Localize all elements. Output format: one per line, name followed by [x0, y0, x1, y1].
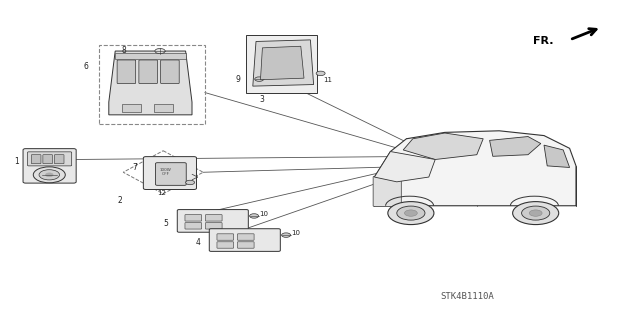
Text: FR.: FR. — [533, 36, 554, 47]
Bar — [99, 45, 205, 124]
Text: 2: 2 — [118, 196, 122, 205]
Circle shape — [404, 210, 417, 216]
Text: 5: 5 — [163, 219, 168, 228]
Polygon shape — [253, 40, 314, 86]
Circle shape — [529, 210, 542, 216]
Circle shape — [155, 48, 165, 54]
FancyBboxPatch shape — [117, 60, 136, 84]
Text: 3: 3 — [259, 95, 264, 104]
FancyBboxPatch shape — [373, 176, 401, 206]
FancyBboxPatch shape — [143, 157, 196, 189]
Polygon shape — [260, 46, 304, 80]
Polygon shape — [544, 145, 570, 167]
Text: 10: 10 — [259, 211, 268, 217]
Polygon shape — [374, 152, 435, 182]
Text: 12: 12 — [157, 190, 166, 196]
Polygon shape — [403, 133, 483, 160]
FancyBboxPatch shape — [237, 234, 254, 240]
FancyBboxPatch shape — [28, 152, 72, 166]
Circle shape — [250, 214, 259, 218]
FancyBboxPatch shape — [156, 163, 186, 185]
FancyBboxPatch shape — [237, 242, 254, 248]
Text: 9: 9 — [235, 75, 240, 84]
FancyBboxPatch shape — [185, 215, 202, 221]
Text: 8: 8 — [122, 46, 126, 55]
FancyBboxPatch shape — [31, 155, 41, 164]
Circle shape — [522, 206, 550, 220]
Circle shape — [388, 202, 434, 225]
FancyBboxPatch shape — [23, 149, 76, 183]
Text: 100W: 100W — [160, 168, 172, 172]
Text: 4: 4 — [195, 238, 200, 247]
Polygon shape — [374, 131, 576, 206]
Bar — [122, 104, 141, 112]
FancyBboxPatch shape — [177, 210, 248, 232]
Circle shape — [282, 233, 291, 237]
Circle shape — [33, 167, 65, 183]
FancyBboxPatch shape — [217, 242, 234, 248]
FancyBboxPatch shape — [185, 223, 202, 229]
FancyBboxPatch shape — [54, 155, 64, 164]
Text: OFF: OFF — [161, 172, 169, 176]
FancyBboxPatch shape — [205, 223, 222, 229]
Circle shape — [39, 170, 60, 180]
Bar — [154, 104, 173, 112]
Text: 6: 6 — [83, 63, 88, 71]
Bar — [115, 53, 186, 59]
Circle shape — [513, 202, 559, 225]
FancyBboxPatch shape — [209, 229, 280, 251]
Polygon shape — [109, 51, 192, 115]
Text: 7: 7 — [132, 163, 137, 172]
Text: 1: 1 — [14, 157, 19, 166]
Text: 10: 10 — [291, 230, 300, 236]
Circle shape — [255, 77, 264, 81]
FancyBboxPatch shape — [139, 60, 157, 84]
FancyBboxPatch shape — [217, 234, 234, 240]
Bar — [246, 35, 317, 93]
Polygon shape — [490, 137, 541, 156]
Circle shape — [316, 71, 325, 76]
FancyBboxPatch shape — [161, 60, 179, 84]
FancyBboxPatch shape — [205, 215, 222, 221]
Circle shape — [397, 206, 425, 220]
FancyBboxPatch shape — [43, 155, 52, 164]
Text: 11: 11 — [323, 77, 332, 83]
Circle shape — [186, 180, 195, 185]
Circle shape — [45, 173, 53, 177]
Text: STK4B1110A: STK4B1110A — [440, 293, 494, 301]
